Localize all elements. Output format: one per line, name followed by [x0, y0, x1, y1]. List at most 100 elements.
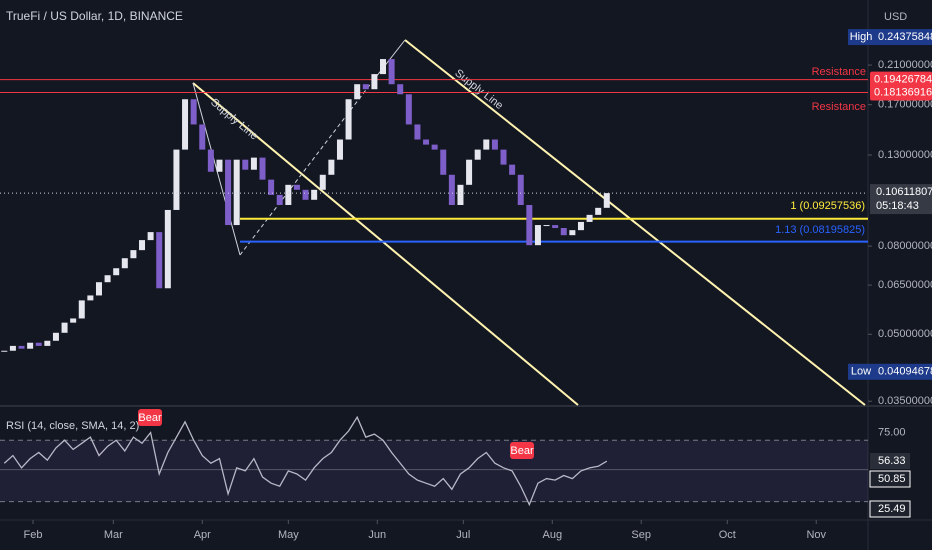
- candle: [285, 184, 292, 205]
- candle: [268, 179, 275, 195]
- rsi-title: RSI (14, close, SMA, 14, 2): [6, 420, 139, 432]
- candle: [250, 157, 257, 170]
- resistance-label: Resistance: [812, 101, 866, 113]
- candle: [552, 225, 559, 229]
- candle: [483, 139, 490, 150]
- resistance-value: 0.18136916: [874, 86, 932, 98]
- candle: [362, 84, 369, 90]
- bear-label: Bear: [510, 445, 534, 457]
- candle: [113, 268, 120, 276]
- candle: [130, 250, 137, 259]
- y-tick-label: 0.13000000: [878, 149, 932, 161]
- candle: [405, 94, 412, 125]
- y-tick-label: 0.21000000: [878, 59, 932, 71]
- y-tick-label: 0.17000000: [878, 99, 932, 111]
- candle: [95, 282, 102, 296]
- candle: [61, 322, 68, 333]
- candle: [78, 300, 85, 319]
- bear-badge: [510, 442, 534, 459]
- candle: [543, 225, 550, 227]
- resistance-label: Resistance: [812, 66, 866, 78]
- last-price: 0.10611807: [876, 186, 932, 198]
- candle: [534, 225, 541, 246]
- candle: [595, 207, 602, 215]
- candle: [87, 295, 94, 301]
- candle: [70, 318, 77, 323]
- candle: [182, 99, 189, 150]
- candle: [586, 214, 593, 222]
- high-badge: [848, 29, 874, 46]
- candle: [225, 159, 232, 226]
- bear-label: Bear: [138, 412, 162, 424]
- high-label: High: [850, 31, 873, 43]
- candle: [104, 275, 111, 283]
- candle: [276, 194, 283, 205]
- candle: [509, 164, 516, 175]
- candle: [44, 340, 51, 346]
- rsi-badge: [869, 470, 911, 488]
- candle: [569, 230, 576, 236]
- candle: [121, 258, 128, 269]
- candle: [474, 149, 481, 160]
- x-tick-label: Oct: [719, 529, 736, 541]
- candle: [560, 228, 567, 236]
- high-value-badge: [874, 29, 932, 46]
- candle: [414, 124, 421, 140]
- candle: [371, 74, 378, 90]
- swing-line: [239, 81, 373, 256]
- candle: [388, 59, 395, 85]
- rsi-sma: 50.85: [878, 473, 906, 485]
- high-value: 0.24375848: [878, 31, 932, 43]
- candle: [336, 139, 343, 160]
- candle: [293, 184, 300, 190]
- candle: [517, 174, 524, 205]
- candle: [9, 345, 16, 351]
- rsi-tick-label: 75.00: [878, 426, 906, 438]
- resistance-value: 0.19426784: [874, 74, 932, 86]
- candle: [233, 159, 240, 226]
- candle: [457, 184, 464, 205]
- candle: [139, 240, 146, 251]
- candle: [199, 124, 206, 150]
- candle: [397, 84, 404, 95]
- x-tick-label: Feb: [24, 529, 43, 541]
- low-label: Low: [851, 366, 871, 378]
- candle: [242, 159, 249, 170]
- candle: [431, 144, 438, 150]
- rsi-min: 25.49: [878, 503, 906, 515]
- candle: [440, 149, 447, 175]
- candle: [147, 232, 154, 241]
- countdown: 05:18:43: [876, 200, 919, 212]
- low-value: 0.04094678: [878, 366, 932, 378]
- x-tick-label: Sep: [631, 529, 651, 541]
- supply-line: [192, 82, 579, 406]
- candle: [18, 345, 25, 349]
- price-badge: [870, 84, 932, 101]
- candle: [354, 84, 361, 100]
- candle: [491, 139, 498, 150]
- chart-title: TrueFi / US Dollar, 1D, BINANCE: [6, 9, 183, 23]
- candle: [603, 193, 610, 208]
- candle: [526, 204, 533, 246]
- candle: [1, 350, 8, 352]
- rsi-badge: [870, 453, 910, 469]
- candle: [173, 149, 180, 210]
- candle: [52, 332, 59, 341]
- rsi-band: [0, 440, 868, 502]
- candle: [423, 139, 430, 145]
- bear-badge: [138, 409, 162, 426]
- x-tick-label: May: [278, 529, 299, 541]
- low-value-badge: [874, 363, 932, 380]
- rsi-line: [3, 415, 608, 507]
- low-badge: [848, 363, 874, 380]
- candle: [577, 221, 584, 231]
- y-tick-label: 0.03500000: [878, 395, 932, 407]
- fib-label: 1.13 (0.08195825): [775, 224, 865, 236]
- last-price-badge: [870, 184, 932, 215]
- x-tick-label: Nov: [806, 529, 826, 541]
- candle: [27, 342, 34, 349]
- x-tick-label: Apr: [194, 529, 211, 541]
- candle: [164, 209, 171, 289]
- candle: [328, 159, 335, 175]
